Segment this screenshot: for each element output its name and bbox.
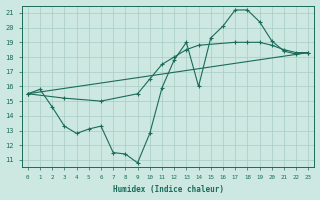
X-axis label: Humidex (Indice chaleur): Humidex (Indice chaleur)	[113, 185, 224, 194]
